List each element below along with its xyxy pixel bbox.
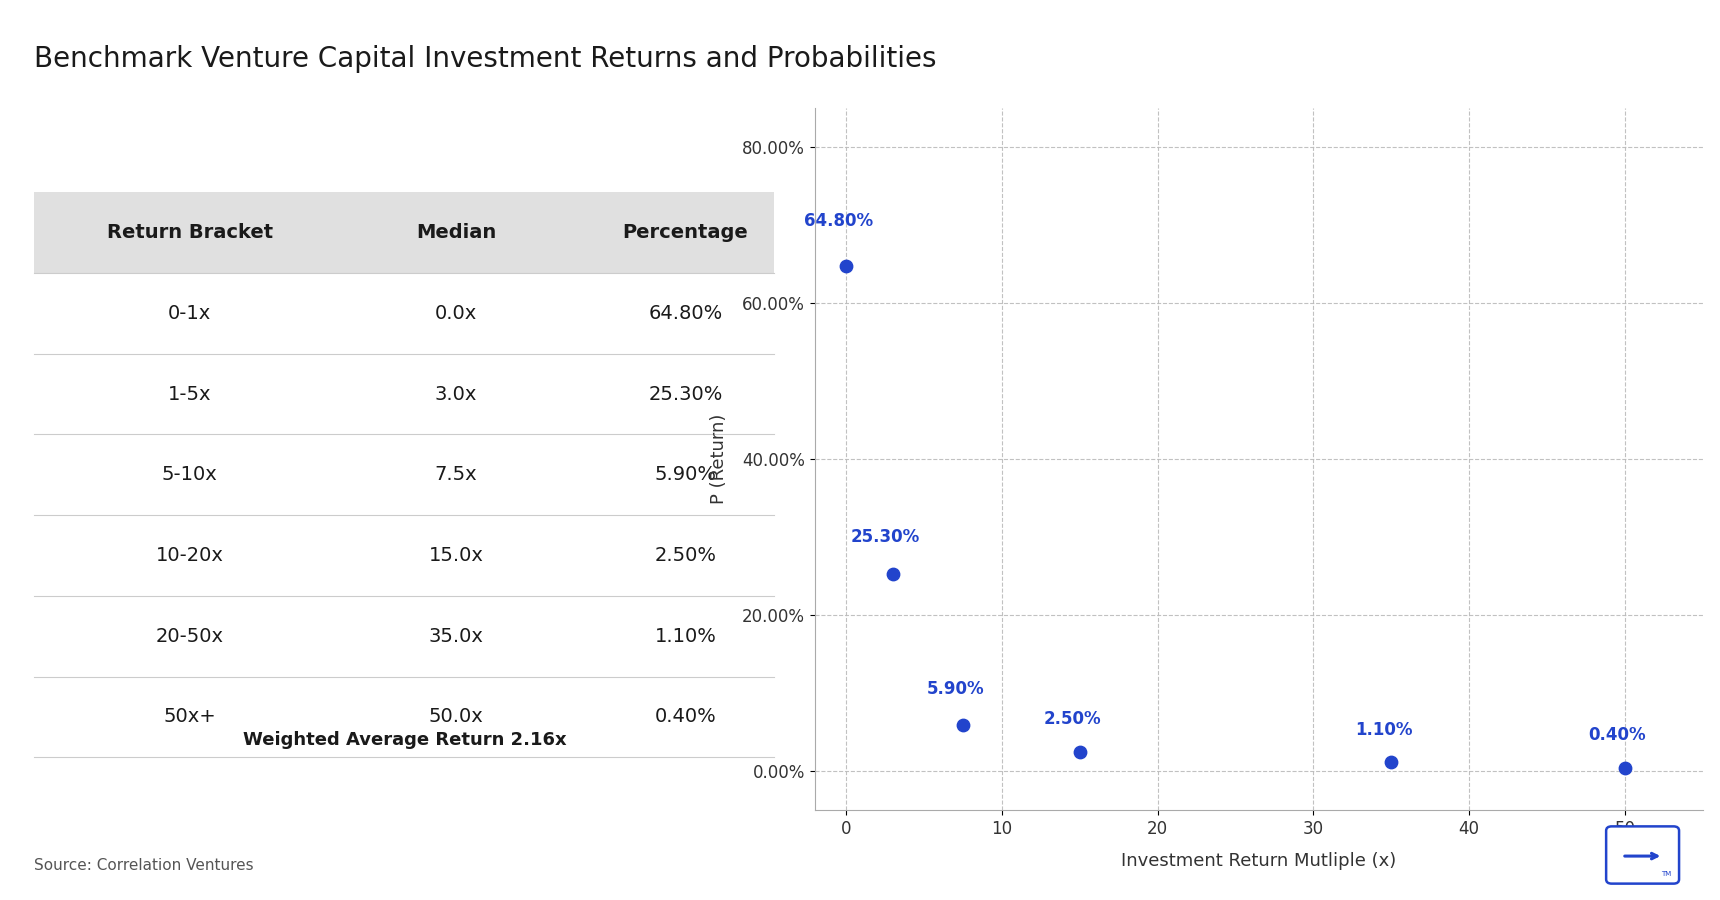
Text: 50.0x: 50.0x [428,707,483,726]
Text: 5.90%: 5.90% [655,465,717,484]
Point [949,718,977,733]
Text: 0.40%: 0.40% [1588,726,1646,744]
Text: Benchmark Venture Capital Investment Returns and Probabilities: Benchmark Venture Capital Investment Ret… [34,45,937,73]
Text: 0.40%: 0.40% [655,707,716,726]
Text: 25.30%: 25.30% [850,528,920,546]
Text: Source: Correlation Ventures: Source: Correlation Ventures [34,858,255,873]
Point [1066,744,1094,759]
Text: 35.0x: 35.0x [428,626,483,646]
Text: 3.0x: 3.0x [435,384,478,403]
Point [1612,760,1639,775]
Text: 50x+: 50x+ [163,707,217,726]
Text: 5.90%: 5.90% [927,680,984,698]
Text: Weighted Average Return 2.16x: Weighted Average Return 2.16x [243,731,566,749]
Point [832,258,860,273]
Text: 7.5x: 7.5x [435,465,478,484]
Point [879,566,906,580]
Text: 64.80%: 64.80% [648,304,722,323]
Text: Return Bracket: Return Bracket [107,223,273,242]
Text: Percentage: Percentage [623,223,748,242]
Text: 5-10x: 5-10x [162,465,218,484]
Text: 0-1x: 0-1x [169,304,212,323]
Text: Median: Median [416,223,497,242]
FancyBboxPatch shape [1606,826,1679,884]
Text: 1.10%: 1.10% [655,626,717,646]
Text: 20-50x: 20-50x [157,626,224,646]
Text: 1-5x: 1-5x [169,384,212,403]
Text: 2.50%: 2.50% [655,546,717,565]
Y-axis label: P (Return): P (Return) [710,414,728,504]
Text: 0.0x: 0.0x [435,304,476,323]
Point [1378,755,1405,770]
Text: TM: TM [1662,870,1672,877]
Text: 10-20x: 10-20x [157,546,224,565]
X-axis label: Investment Return Mutliple (x): Investment Return Mutliple (x) [1121,851,1397,869]
Text: 25.30%: 25.30% [648,384,722,403]
Text: 1.10%: 1.10% [1355,721,1412,739]
Text: 64.80%: 64.80% [803,212,872,230]
Bar [34,193,774,273]
Text: 15.0x: 15.0x [428,546,483,565]
Text: 2.50%: 2.50% [1042,710,1101,728]
